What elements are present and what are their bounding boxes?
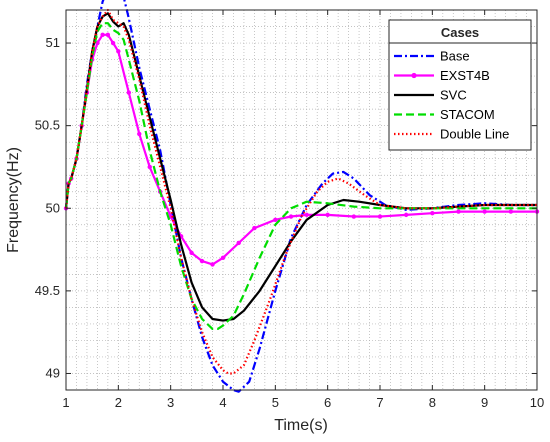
legend-title: Cases — [441, 25, 479, 40]
series-point-exst4b — [430, 211, 435, 216]
y-tick-label: 50 — [46, 200, 60, 215]
series-point-exst4b — [325, 212, 330, 218]
legend-marker-exst4b — [411, 72, 417, 79]
series-point-exst4b — [508, 209, 514, 214]
tick-layer: 1 2 3 4 5 6 7 8 9 10 49 49.5 50 50.5 51 — [35, 10, 544, 410]
y-axis-label: Frequency(Hz) — [5, 147, 22, 253]
x-tick-label: 9 — [481, 395, 488, 410]
series-point-exst4b — [304, 212, 309, 218]
legend-label-stacom: STACOM — [440, 107, 495, 122]
series-point-exst4b — [220, 255, 226, 261]
legend-box — [388, 19, 532, 151]
legend-label-base: Base — [440, 49, 470, 64]
x-tick-label: 8 — [429, 395, 436, 410]
series-point-exst4b — [482, 209, 487, 214]
series-point-exst4b — [126, 90, 131, 95]
x-axis-label: Time(s) — [274, 417, 328, 434]
plot-frame — [65, 9, 538, 391]
series-point-exst4b — [110, 40, 116, 46]
x-tick-label: 5 — [272, 395, 279, 410]
y-tick-label: 50.5 — [35, 118, 60, 133]
series-point-exst4b — [273, 217, 278, 223]
series-point-exst4b — [252, 225, 257, 231]
x-tick-label: 2 — [115, 395, 122, 410]
y-tick-label: 49.5 — [35, 283, 60, 298]
series-point-exst4b — [236, 240, 241, 246]
legend-label-svc: SVC — [440, 88, 467, 103]
series-line-double-line — [64, 8, 537, 375]
series-point-exst4b — [100, 32, 105, 37]
series-point-exst4b — [403, 212, 409, 218]
series-layer — [63, 0, 540, 393]
legend: Cases Base EXST4B SVC STACOM Double Line — [388, 19, 532, 151]
legend-label-exst4b: EXST4B — [440, 68, 490, 83]
series-point-exst4b — [377, 214, 383, 219]
series-point-exst4b — [351, 214, 357, 219]
x-tick-label: 3 — [167, 395, 174, 410]
series-point-exst4b — [210, 262, 215, 267]
series-point-exst4b — [147, 164, 152, 170]
series-point-exst4b — [189, 250, 194, 256]
y-tick-label: 51 — [46, 35, 60, 50]
legend-label-double-line: Double Line — [440, 127, 509, 142]
x-tick-label: 7 — [376, 395, 383, 410]
series-point-exst4b — [105, 32, 111, 37]
series-point-exst4b — [137, 131, 142, 137]
series-point-exst4b — [456, 209, 461, 214]
series-point-exst4b — [199, 258, 205, 264]
x-tick-label: 6 — [324, 395, 331, 410]
y-tick-label: 49 — [46, 365, 60, 380]
x-tick-label: 1 — [62, 395, 69, 410]
series-point-exst4b — [288, 214, 294, 219]
x-tick-label: 4 — [219, 395, 226, 410]
x-tick-label: 10 — [530, 395, 544, 410]
series-point-exst4b — [116, 49, 121, 54]
